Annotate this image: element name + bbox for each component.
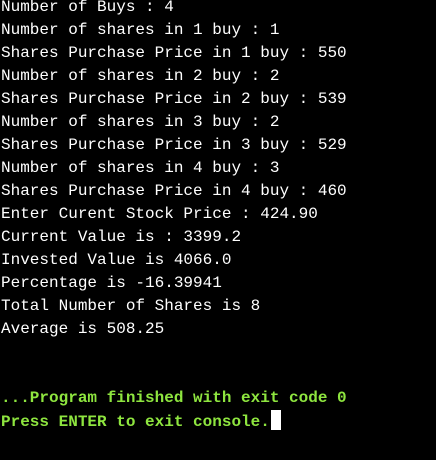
- console-line: Number of shares in 3 buy : 2: [1, 113, 280, 131]
- console-line: Number of shares in 1 buy : 1: [1, 21, 280, 39]
- console-line: Average is 508.25: [1, 320, 165, 338]
- exit-prompt-text: Press ENTER to exit console.: [1, 413, 270, 431]
- console-line: Shares Purchase Price in 4 buy : 460: [1, 182, 347, 200]
- console-line: Total Number of Shares is 8: [1, 297, 261, 315]
- console-line: Current Value is : 3399.2: [1, 228, 242, 246]
- console-line: Shares Purchase Price in 1 buy : 550: [1, 44, 347, 62]
- exit-code-message: ...Program finished with exit code 0: [1, 389, 347, 407]
- console-line: Number of Buys : 4: [1, 0, 174, 16]
- console-line: Percentage is -16.39941: [1, 274, 222, 292]
- text-cursor: [270, 410, 281, 430]
- console-line: Number of shares in 4 buy : 3: [1, 159, 280, 177]
- console-line: Number of shares in 2 buy : 2: [1, 67, 280, 85]
- console-line: Invested Value is 4066.0: [1, 251, 232, 269]
- console-line: Shares Purchase Price in 2 buy : 539: [1, 90, 347, 108]
- exit-prompt-line: Press ENTER to exit console.: [1, 410, 281, 433]
- console-line: Enter Curent Stock Price : 424.90: [1, 205, 318, 223]
- console-line: Shares Purchase Price in 3 buy : 529: [1, 136, 347, 154]
